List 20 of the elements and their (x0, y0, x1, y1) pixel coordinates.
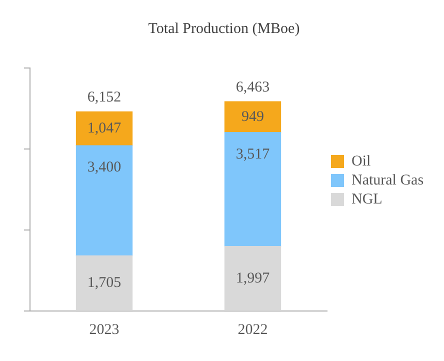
data-label: 3,400 (87, 160, 122, 176)
data-label: 1,047 (87, 120, 122, 137)
legend-label: Oil (352, 153, 371, 170)
total-label: 6,463 (236, 80, 270, 96)
data-label: 1,997 (236, 270, 270, 286)
bar (224, 101, 282, 133)
bar (76, 145, 133, 256)
legend-label: Natural Gas (352, 172, 424, 188)
x-tick-label: 2023 (89, 322, 120, 338)
legend-label: NGL (352, 191, 382, 208)
bar (76, 255, 133, 311)
bar (224, 132, 282, 247)
chart-title: Total Production (MBoe) (148, 20, 300, 37)
data-label: 3,517 (236, 146, 270, 162)
data-label: 949 (242, 108, 264, 125)
bar (224, 246, 282, 311)
x-tick-label: 2022 (238, 322, 268, 338)
data-label: 1,705 (87, 275, 122, 292)
total-label: 6,152 (87, 90, 122, 106)
bar (76, 111, 133, 146)
